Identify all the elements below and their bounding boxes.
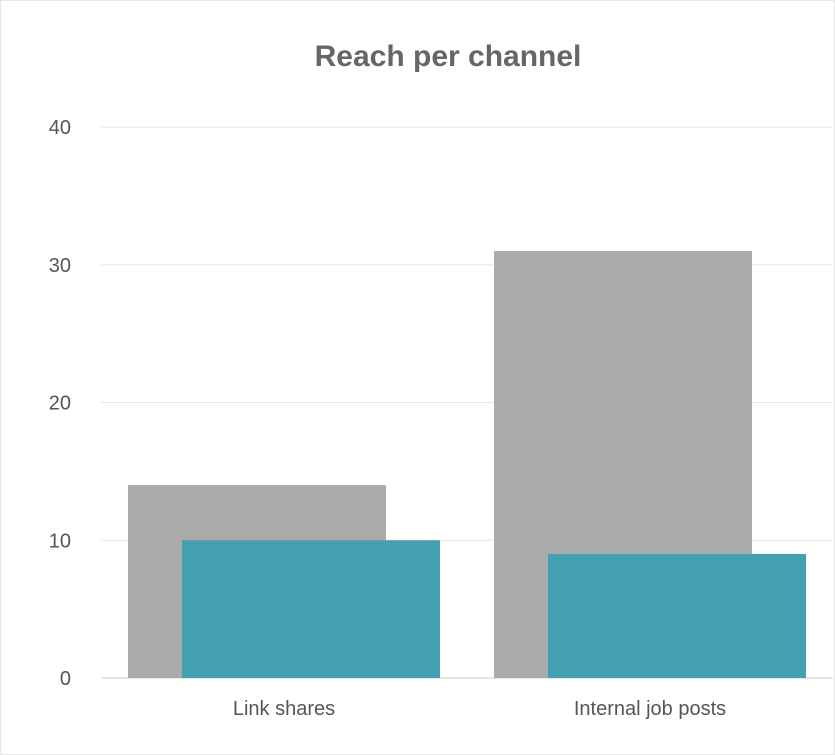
y-tick-label: 0 <box>60 668 71 690</box>
bar <box>548 554 806 678</box>
x-axis: Link shares Internal job posts <box>233 698 726 720</box>
y-tick-label: 40 <box>49 117 71 139</box>
bars <box>128 250 806 678</box>
y-tick-label: 10 <box>49 530 71 552</box>
x-tick-label: Internal job posts <box>574 698 726 720</box>
y-tick-label: 30 <box>49 255 71 277</box>
chart-title: Reach per channel <box>315 40 582 73</box>
bar <box>182 540 440 678</box>
y-axis: 0 10 20 30 40 <box>49 117 71 690</box>
x-tick-label: Link shares <box>233 698 335 720</box>
y-tick-label: 20 <box>49 393 71 415</box>
